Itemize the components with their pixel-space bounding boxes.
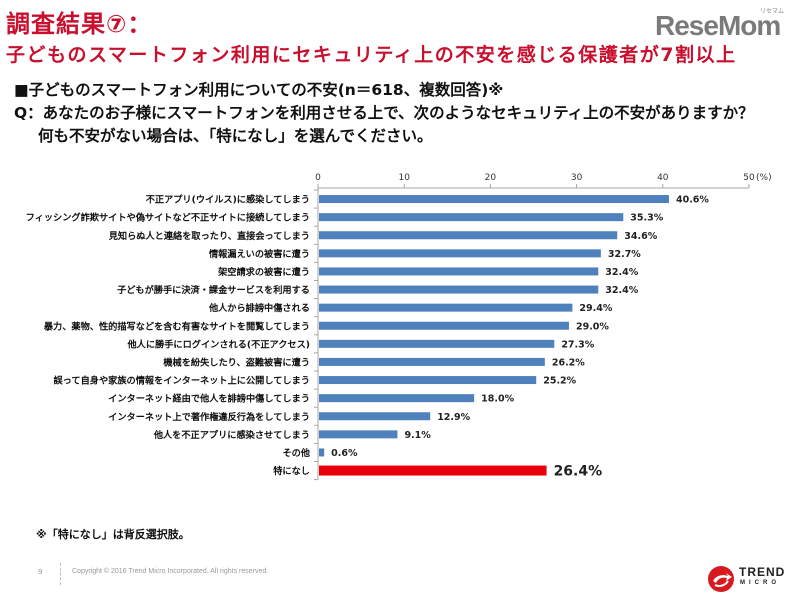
- bar: [319, 339, 555, 348]
- x-tick-label: 30: [571, 173, 583, 183]
- data-label: 34.6%: [624, 231, 657, 242]
- bar: [319, 249, 601, 258]
- bar: [319, 394, 475, 403]
- resemom-logo-ruby: リセマム: [760, 8, 785, 15]
- question-instruction: 何も不安がない場合は、「特になし」を選んでください。: [38, 127, 433, 145]
- data-label: 40.6%: [676, 195, 709, 206]
- data-label: 27.3%: [561, 339, 594, 350]
- trend-micro-brand: TREND: [739, 565, 786, 579]
- x-tick-label: 10: [398, 173, 410, 183]
- bar: [319, 213, 624, 222]
- category-label: 誤って自身や家族の情報をインターネット上に公開してしまう: [53, 375, 310, 387]
- chart-heading: ■子どものスマートフォン利用についての不安(n＝618、複数回答)※: [14, 81, 504, 99]
- bar: [319, 376, 537, 385]
- data-label: 35.3%: [630, 213, 663, 224]
- data-label: 26.2%: [552, 357, 585, 368]
- category-label: その他: [282, 447, 310, 459]
- x-tick-label: 40: [657, 173, 669, 183]
- question-text: Q：あなたのお子様にスマートフォンを利用させる上で、次のようなセキュリティ上の不…: [14, 104, 754, 122]
- data-label: 32.7%: [608, 249, 641, 260]
- page-number: 9: [38, 568, 43, 576]
- slide-subtitle: 子どものスマートフォン利用にセキュリティ上の不安を感じる保護者が7割以上: [6, 44, 737, 66]
- data-label: 32.4%: [605, 267, 638, 278]
- category-label: 機械を紛失したり、盗難被害に遭う: [163, 356, 310, 368]
- bar: [319, 285, 599, 294]
- slide-title: 調査結果⑦：: [6, 10, 153, 38]
- bar: [319, 430, 398, 439]
- bar-highlight: [319, 465, 547, 476]
- data-label: 26.4%: [554, 464, 603, 480]
- bar: [319, 412, 431, 421]
- copyright-text: Copyright © 2016 Trend Micro Incorporate…: [72, 568, 269, 575]
- x-unit-label: (%): [756, 173, 772, 183]
- bar: [319, 231, 618, 240]
- category-label: 暴力、薬物、性的描写などを含む有害なサイトを閲覧してしまう: [43, 320, 310, 332]
- bar: [319, 321, 569, 330]
- category-label: フィッシング詐欺サイトや偽サイトなど不正サイトに接続してしまう: [26, 212, 310, 224]
- category-label: 情報漏えいの被害に遭う: [208, 248, 310, 260]
- category-label: インターネット上で著作権違反行為をしてしまう: [108, 411, 310, 423]
- category-label: 他人を不正アプリに感染させてしまう: [153, 429, 310, 441]
- bar: [319, 195, 669, 204]
- category-label: インターネット経由で他人を誹謗中傷してしまう: [108, 393, 310, 405]
- resemom-logo: ReseMom: [655, 10, 781, 41]
- category-label: 他人から誹謗中傷される: [208, 302, 310, 314]
- data-label: 9.1%: [404, 430, 431, 441]
- category-label: 見知らぬ人と連絡を取ったり、直接会ってしまう: [108, 230, 310, 242]
- x-tick-label: 50: [743, 173, 755, 183]
- data-label: 18.0%: [481, 394, 514, 405]
- bar: [319, 448, 325, 457]
- category-label: 子どもが勝手に決済・課金サービスを利用する: [117, 284, 310, 296]
- footnote: ※「特になし」は背反選択肢。: [36, 528, 190, 541]
- trend-micro-logo-icon: [708, 566, 734, 592]
- bar-chart: 0 10 20 30 40 50 (%) 不正アプリ(ウイルス)に感染してしまう 40.6% フィ…: [26, 173, 772, 481]
- data-label: 32.4%: [605, 285, 638, 296]
- x-tick-label: 20: [485, 173, 497, 183]
- data-label: 29.4%: [579, 303, 612, 314]
- bar: [319, 267, 599, 276]
- data-label: 12.9%: [437, 412, 470, 423]
- bar: [319, 303, 573, 312]
- data-label: 0.6%: [331, 448, 358, 459]
- data-label: 29.0%: [576, 321, 609, 332]
- data-label: 25.2%: [543, 376, 576, 387]
- x-tick-label: 0: [315, 173, 321, 183]
- category-label: 他人に勝手にログインされる(不正アクセス): [127, 338, 311, 350]
- trend-micro-brand-sub: MICRO: [740, 580, 780, 586]
- category-label: 特になし: [273, 465, 310, 477]
- bar: [319, 357, 545, 366]
- category-label: 不正アプリ(ウイルス)に感染してしまう: [146, 194, 310, 206]
- category-label: 架空請求の被害に遭う: [217, 266, 310, 278]
- footer-divider: [60, 563, 61, 585]
